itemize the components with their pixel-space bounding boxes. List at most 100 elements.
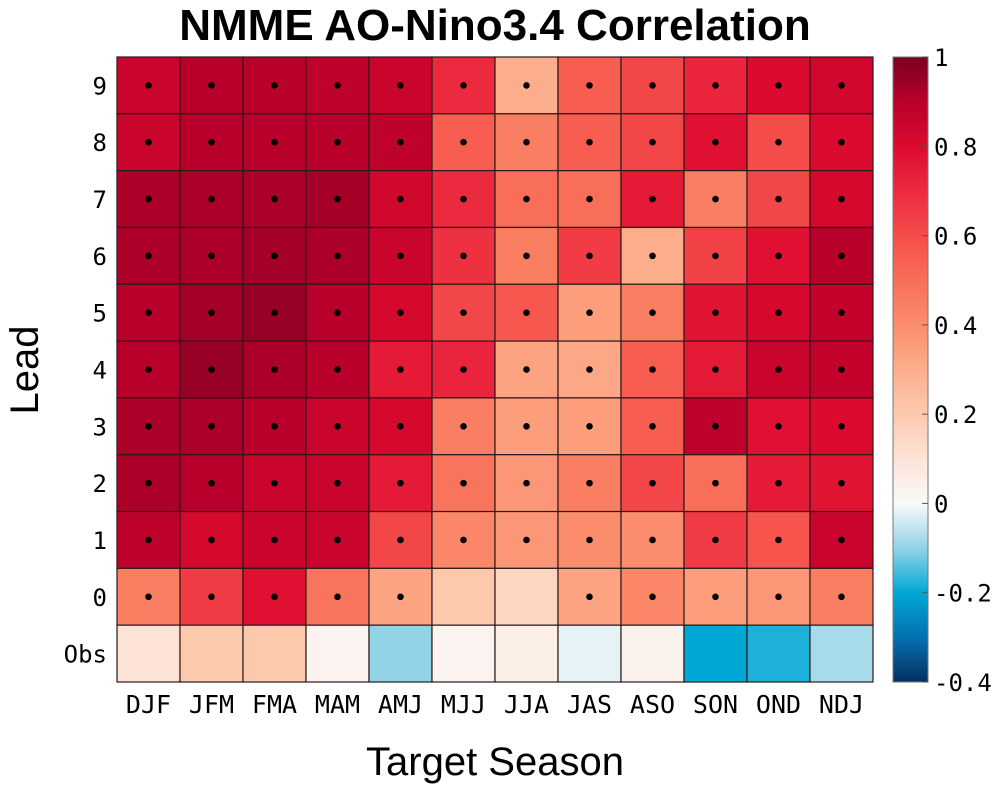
significance-dot: [460, 366, 467, 373]
significance-dot: [208, 82, 215, 89]
colorbar-tick-label: -0.2: [934, 580, 992, 608]
significance-dot: [712, 423, 719, 430]
significance-dot: [649, 195, 656, 203]
significance-dot: [145, 366, 152, 373]
heatmap-cell: [809, 624, 874, 683]
significance-dot: [838, 138, 845, 146]
significance-dot: [523, 309, 530, 316]
significance-dot: [775, 195, 782, 203]
heatmap-cells: [116, 56, 874, 683]
significance-dot: [523, 479, 530, 487]
heatmap-cell: [494, 624, 559, 683]
significance-dot: [523, 195, 530, 203]
significance-dot: [271, 252, 278, 260]
significance-dot: [460, 82, 467, 89]
significance-dot: [145, 536, 152, 544]
significance-dot: [775, 138, 782, 146]
y-tick-labels: 9 8 7 6 5 4 3 2 1 0 Obs: [64, 72, 107, 668]
significance-dot: [712, 252, 719, 260]
significance-dot: [145, 309, 152, 316]
significance-dot: [334, 195, 341, 203]
heatmap-cell: [368, 624, 433, 683]
significance-dot: [649, 479, 656, 487]
heatmap-cell: [116, 624, 181, 683]
significance-dot: [334, 423, 341, 430]
significance-dot: [271, 366, 278, 373]
significance-dot: [397, 252, 404, 260]
y-tick-label: 1: [93, 527, 107, 555]
heatmap-cell: [746, 624, 811, 683]
significance-dot: [649, 593, 656, 601]
significance-dot: [838, 423, 845, 430]
significance-dot: [838, 309, 845, 316]
significance-dot: [649, 252, 656, 260]
significance-dot: [649, 536, 656, 544]
heatmap-cell: [683, 624, 748, 683]
significance-dot: [649, 82, 656, 89]
significance-dot: [397, 423, 404, 430]
significance-dot: [397, 195, 404, 203]
significance-dot: [838, 593, 845, 601]
x-tick-labels: DJF JFM FMA MAM AMJ MJJ JJA JAS ASO SON OND NDJ: [126, 690, 864, 719]
y-tick-label: 7: [93, 186, 107, 214]
significance-dot: [397, 82, 404, 89]
significance-dot: [460, 423, 467, 430]
x-tick-label: NDJ: [819, 690, 864, 719]
significance-dot: [460, 252, 467, 260]
heatmap-cell: [557, 56, 622, 115]
significance-dot: [586, 423, 593, 430]
significance-dots: [145, 82, 845, 601]
chart-title: NMME AO-Nino3.4 Correlation: [179, 1, 811, 50]
y-tick-label: 9: [93, 72, 107, 100]
significance-dot: [586, 252, 593, 260]
significance-dot: [271, 536, 278, 544]
heatmap-cell: [431, 624, 496, 683]
colorbar-tick-label: 0: [934, 490, 948, 518]
colorbar-tick-label: 1: [934, 44, 948, 72]
y-tick-label: Obs: [64, 641, 107, 669]
heatmap-cell: [494, 567, 559, 626]
significance-dot: [838, 536, 845, 544]
significance-dot: [145, 195, 152, 203]
significance-dot: [397, 593, 404, 601]
significance-dot: [208, 195, 215, 203]
heatmap-cell: [620, 624, 685, 683]
significance-dot: [775, 479, 782, 487]
significance-dot: [649, 366, 656, 373]
significance-dot: [838, 366, 845, 373]
significance-dot: [775, 366, 782, 373]
y-axis-label: Lead: [3, 326, 47, 415]
significance-dot: [397, 366, 404, 373]
significance-dot: [271, 479, 278, 487]
significance-dot: [271, 423, 278, 430]
heatmap-cell: [179, 113, 244, 172]
significance-dot: [460, 195, 467, 203]
y-tick-label: 3: [93, 413, 107, 441]
significance-dot: [712, 309, 719, 316]
y-tick-label: 2: [93, 470, 107, 498]
significance-dot: [460, 479, 467, 487]
significance-dot: [712, 366, 719, 373]
significance-dot: [145, 593, 152, 601]
significance-dot: [271, 138, 278, 146]
heatmap-cell: [179, 624, 244, 683]
significance-dot: [586, 366, 593, 373]
colorbar-ticks: 1 0.8 0.6 0.4 0.2 0 -0.2 -0.4: [922, 44, 992, 697]
significance-dot: [712, 82, 719, 89]
y-tick-label: 0: [93, 584, 107, 612]
significance-dot: [775, 82, 782, 89]
heatmap-cell: [242, 624, 307, 683]
significance-dot: [523, 252, 530, 260]
colorbar-tick-label: 0.6: [934, 223, 977, 251]
significance-dot: [586, 593, 593, 601]
significance-dot: [523, 138, 530, 146]
x-tick-label: DJF: [126, 690, 171, 719]
significance-dot: [523, 423, 530, 430]
significance-dot: [712, 195, 719, 203]
significance-dot: [145, 479, 152, 487]
significance-dot: [334, 593, 341, 601]
x-tick-label: JAS: [567, 690, 612, 719]
significance-dot: [586, 309, 593, 316]
colorbar-tick-label: 0.2: [934, 401, 977, 429]
x-axis-label: Target Season: [366, 740, 624, 784]
